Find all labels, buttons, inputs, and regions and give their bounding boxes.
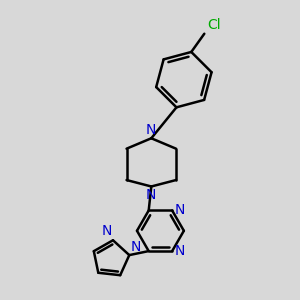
Text: N: N [130,240,141,254]
Text: Cl: Cl [207,18,220,32]
Text: N: N [146,123,157,137]
Text: N: N [175,203,185,218]
Text: N: N [101,224,112,238]
Text: N: N [175,244,185,258]
Text: N: N [146,188,157,202]
